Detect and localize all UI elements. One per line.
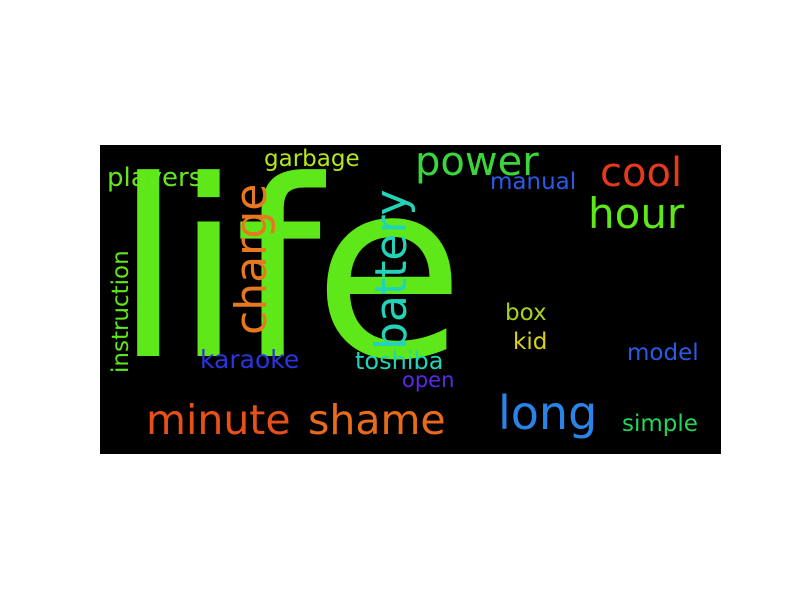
word-power: power [415,145,539,185]
word-minute: minute [146,396,291,444]
word-garbage: garbage [264,146,360,172]
word-long: long [498,386,598,440]
word-shame: shame [308,396,446,444]
word-instruction: instruction [108,250,134,373]
word-cloud: life minute shame charge battery power h… [100,145,721,454]
word-open: open [402,368,455,392]
word-cool: cool [600,150,683,196]
word-manual: manual [490,169,577,195]
word-karaoke: karaoke [200,345,300,374]
word-box: box [505,300,547,326]
word-charge: charge [226,183,277,335]
word-simple: simple [622,411,698,437]
word-life: life [114,145,465,415]
word-hour: hour [588,189,685,238]
word-model: model [627,340,699,366]
word-kid: kid [513,329,548,355]
word-players: players [107,163,203,193]
word-toshiba: toshiba [355,347,444,375]
word-battery: battery [366,189,417,350]
